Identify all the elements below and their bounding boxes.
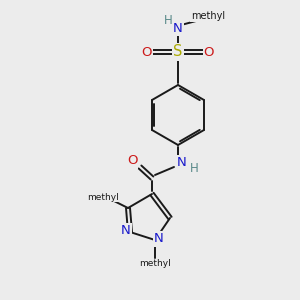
- Text: N: N: [177, 157, 187, 169]
- Text: N: N: [154, 232, 164, 245]
- Text: methyl: methyl: [139, 260, 171, 268]
- Text: O: O: [204, 46, 214, 59]
- Text: N: N: [121, 224, 131, 238]
- Text: methyl: methyl: [191, 11, 225, 21]
- Text: S: S: [173, 44, 183, 59]
- Text: O: O: [127, 154, 137, 167]
- Text: O: O: [142, 46, 152, 59]
- Text: methyl: methyl: [87, 193, 119, 202]
- Text: H: H: [190, 163, 198, 176]
- Text: N: N: [173, 22, 183, 34]
- Text: H: H: [164, 14, 172, 26]
